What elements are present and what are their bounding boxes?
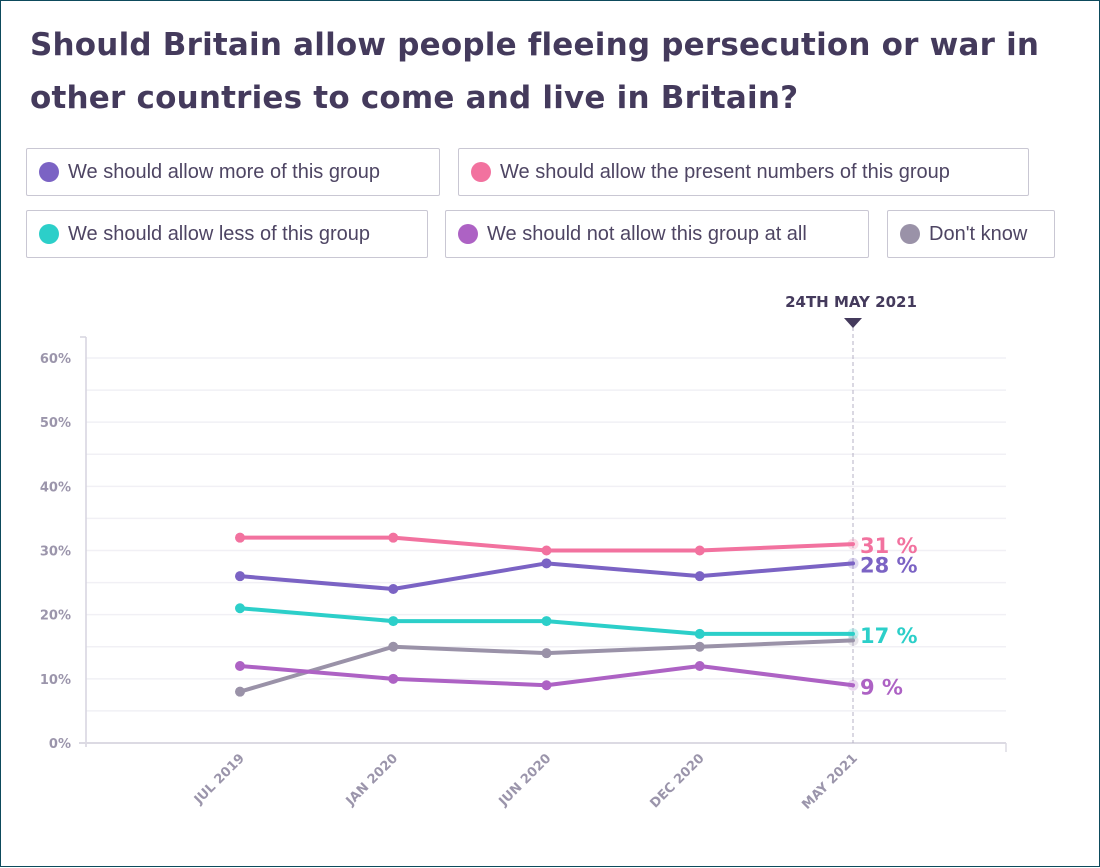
data-point — [694, 571, 705, 582]
data-point — [388, 641, 399, 652]
date-marker-triangle-icon — [844, 318, 862, 328]
data-point — [694, 641, 705, 652]
line-chart: 0% 10% 20% 30% 40% 50% 60% JUL 2019 JAN 2020 JUN … — [40, 293, 1007, 813]
legend-item-dont-know[interactable]: Don't know — [887, 210, 1055, 258]
data-point — [847, 679, 859, 691]
x-tick-label: JAN 2020 — [343, 751, 401, 809]
date-marker-label: 24TH MAY 2021 — [785, 293, 917, 311]
legend-label: Don't know — [929, 222, 1028, 245]
end-value-label: 9 % — [860, 675, 903, 699]
end-value-label: 31 % — [860, 534, 918, 558]
legend-label: We should allow more of this group — [68, 160, 381, 183]
data-point — [847, 538, 859, 550]
legend-label: We should allow less of this group — [68, 222, 371, 245]
y-tick-label: 40% — [40, 480, 71, 495]
x-tick-label: DEC 2020 — [648, 751, 708, 811]
legend-dot-icon — [900, 224, 920, 244]
data-point — [388, 532, 399, 543]
legend-dot-icon — [39, 224, 59, 244]
legend-item-less[interactable]: We should allow less of this group — [26, 210, 428, 258]
data-point — [541, 558, 552, 569]
legend-label: We should allow the present numbers of t… — [500, 160, 950, 183]
data-point — [847, 628, 859, 640]
end-value-label: 28 % — [860, 553, 918, 577]
data-point — [847, 557, 859, 569]
x-tick-label: MAY 2021 — [799, 751, 860, 812]
y-tick-label: 50% — [40, 416, 71, 431]
x-tick-label: JUL 2019 — [191, 751, 248, 808]
data-point — [388, 616, 399, 627]
y-tick-label: 20% — [40, 609, 71, 624]
y-tick-label: 0% — [49, 737, 71, 752]
legend-dot-icon — [458, 224, 478, 244]
data-point — [235, 532, 245, 543]
data-point — [694, 545, 705, 556]
x-tick-label: JUN 2020 — [496, 751, 555, 810]
data-point — [694, 628, 705, 639]
y-tick-label: 10% — [40, 673, 71, 688]
legend-item-not-at-all[interactable]: We should not allow this group at all — [445, 210, 869, 258]
y-tick-label: 60% — [40, 352, 71, 367]
data-point — [847, 634, 859, 646]
chart-title: Should Britain allow people fleeing pers… — [30, 27, 1040, 116]
y-tick-label: 30% — [40, 545, 71, 560]
data-point — [235, 603, 245, 614]
data-point — [694, 661, 705, 671]
data-point — [541, 616, 552, 627]
data-point — [235, 661, 245, 671]
legend-item-present[interactable]: We should allow the present numbers of t… — [458, 148, 1029, 196]
data-point — [541, 680, 552, 691]
data-point — [541, 648, 552, 659]
data-point — [388, 584, 399, 594]
end-value-label: 17 % — [860, 624, 918, 648]
legend-dot-icon — [471, 162, 491, 182]
legend-dot-icon — [39, 162, 59, 182]
data-point — [541, 545, 552, 556]
legend-label: We should not allow this group at all — [487, 222, 807, 245]
data-point — [235, 571, 245, 582]
data-point — [235, 686, 245, 697]
legend-item-more[interactable]: We should allow more of this group — [26, 148, 440, 196]
data-point — [388, 673, 399, 684]
